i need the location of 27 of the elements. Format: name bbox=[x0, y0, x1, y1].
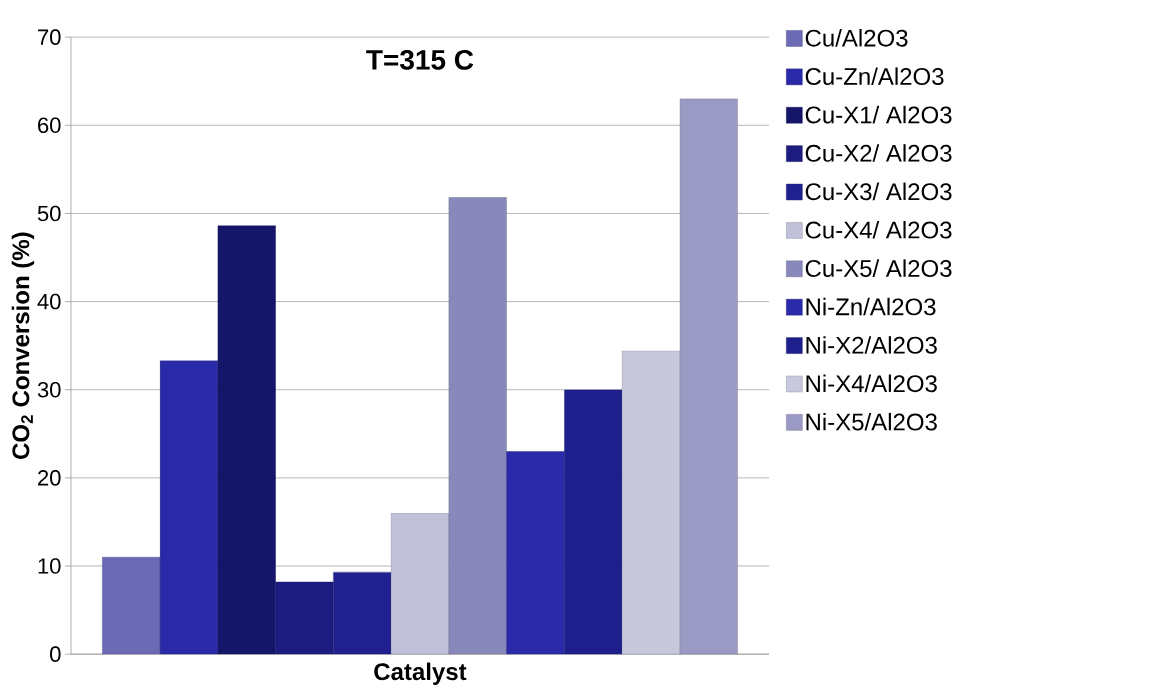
bar bbox=[390, 512, 450, 655]
y-tick-label: 30 bbox=[37, 381, 61, 398]
bar bbox=[159, 360, 219, 655]
legend-label: Cu/Al2O3 bbox=[805, 29, 908, 47]
x-axis-title: Catalyst bbox=[374, 662, 467, 685]
y-tick-label: 40 bbox=[37, 293, 61, 310]
bar bbox=[564, 389, 623, 655]
legend-label: Ni-X5/Al2O3 bbox=[806, 412, 937, 431]
legend-label: Ni-X2/Al2O3 bbox=[806, 336, 937, 354]
y-tick-label: 70 bbox=[38, 29, 61, 45]
legend-label: Ni-X4/Al2O3 bbox=[806, 374, 937, 393]
legend-label: Ni-Zn/Al2O3 bbox=[806, 297, 936, 316]
y-tick-label: 60 bbox=[38, 117, 61, 134]
legend-label: Cu-X3/ Al2O3 bbox=[805, 182, 952, 201]
legend-label: Cu-X1/ Al2O3 bbox=[805, 105, 952, 124]
legend-label: Cu-X4/ Al2O3 bbox=[805, 220, 952, 239]
y-tick-label: 20 bbox=[38, 470, 61, 486]
y-tick-label: 10 bbox=[38, 558, 61, 574]
y-tick-label: 0 bbox=[50, 646, 61, 662]
chart-title: T=315 C bbox=[366, 49, 474, 70]
legend-label: Cu-X5/ Al2O3 bbox=[805, 259, 952, 277]
legend-label: Cu-X2/ Al2O3 bbox=[805, 144, 952, 162]
y-tick-label: 50 bbox=[37, 205, 61, 222]
legend-label: Cu-Zn/Al2O3 bbox=[805, 67, 944, 86]
bar bbox=[506, 451, 565, 655]
y-axis-title: CO$_{2}$ Conversion (%) bbox=[11, 232, 35, 459]
bar bbox=[621, 350, 681, 655]
